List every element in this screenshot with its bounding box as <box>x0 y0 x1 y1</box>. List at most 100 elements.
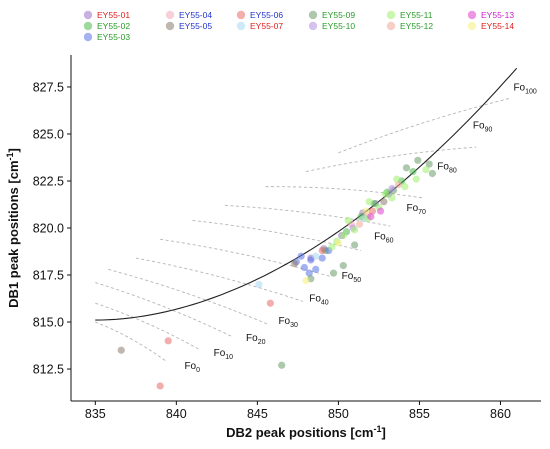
y-tick-label-822.5: 822.5 <box>33 174 64 188</box>
legend-marker-ey55-12 <box>386 21 396 31</box>
fo-label-70: Fo70 <box>406 203 426 216</box>
legend-marker-ey55-13 <box>467 10 477 20</box>
regression-line <box>95 67 518 321</box>
point-ey55-11-6 <box>401 183 409 191</box>
point-ey55-06-0 <box>156 382 164 390</box>
legend-label-ey55-05: EY55-05 <box>179 21 212 31</box>
data-points <box>117 156 437 390</box>
fo-label-20: Fo20 <box>246 333 266 346</box>
fo-label-90: Fo90 <box>473 120 493 133</box>
fo-isoline-70 <box>224 204 391 227</box>
fo-isolines <box>95 97 511 362</box>
legend-marker-ey55-05 <box>165 21 175 31</box>
point-ey55-09-0 <box>278 361 286 369</box>
fo-label-50: Fo50 <box>342 271 362 284</box>
y-tick-label-815: 815.0 <box>33 316 64 330</box>
point-ey55-11-10 <box>365 198 373 206</box>
point-ey55-09-6 <box>402 164 411 172</box>
legend-marker-ey55-01 <box>83 10 93 20</box>
y-tick-label-812.5: 812.5 <box>33 363 64 377</box>
point-ey55-09-4 <box>351 241 359 249</box>
point-ey55-11-9 <box>344 216 352 225</box>
fo-isoline-40 <box>135 257 303 302</box>
fo-label-40: Fo40 <box>309 293 329 306</box>
legend-marker-ey55-02 <box>83 21 93 31</box>
legend-label-ey55-04: EY55-04 <box>179 10 212 20</box>
legend-marker-ey55-09 <box>308 10 318 20</box>
axes <box>70 55 541 402</box>
legend-marker-ey55-07 <box>236 21 246 31</box>
point-ey55-05-0 <box>117 346 125 354</box>
x-tick-label-860: 860 <box>490 407 511 421</box>
legend-label-ey55-12: EY55-12 <box>400 21 433 31</box>
x-tick-label-850: 850 <box>328 407 349 421</box>
point-ey55-09-8 <box>428 169 437 178</box>
legend-marker-ey55-06 <box>236 10 246 20</box>
legend-label-ey55-11: EY55-11 <box>400 10 433 20</box>
legend-label-ey55-07: EY55-07 <box>250 21 283 31</box>
fo-isoline-0 <box>95 321 167 362</box>
x-axis-label: DB2 peak positions [cm-1] <box>226 424 386 440</box>
y-tick-label-825: 825.0 <box>33 127 64 141</box>
point-ey55-07-0 <box>255 280 263 289</box>
legend-label-ey55-14: EY55-14 <box>481 21 514 31</box>
point-ey55-11-12 <box>381 190 390 198</box>
point-ey55-13-0 <box>367 213 375 221</box>
point-ey55-12-0 <box>394 181 402 189</box>
point-ey55-14-0 <box>302 277 310 285</box>
point-ey55-11-8 <box>422 166 430 174</box>
y-tick-label-827.5: 827.5 <box>33 80 64 94</box>
legend-marker-ey55-10 <box>308 21 318 31</box>
point-ey55-03-2 <box>307 256 315 264</box>
point-ey55-03-6 <box>297 252 305 260</box>
fo-isoline-10 <box>95 302 201 351</box>
fo-label-10: Fo10 <box>214 348 234 361</box>
point-ey55-02-6 <box>409 167 417 176</box>
point-ey55-11-1 <box>339 231 347 240</box>
legend-marker-ey55-04 <box>165 10 175 20</box>
point-ey55-06-2 <box>266 299 274 307</box>
point-ey55-09-9 <box>414 156 422 164</box>
point-ey55-11-2 <box>351 226 359 234</box>
fo-label-100: Fo100 <box>513 83 536 96</box>
fo-labels: Fo0 Fo10 Fo20 Fo30 Fo40 Fo50 Fo60 Fo70 Fo80 Fo90 F… <box>184 83 536 374</box>
legend-label-ey55-09: EY55-09 <box>322 10 355 20</box>
point-ey55-09-2 <box>329 269 338 277</box>
point-ey55-06-1 <box>164 337 172 345</box>
legend-label-ey55-13: EY55-13 <box>481 10 514 20</box>
point-ey55-06-3 <box>318 246 326 255</box>
legend-label-ey55-01: EY55-01 <box>97 10 130 20</box>
fo-label-0: Fo0 <box>184 361 200 374</box>
point-ey55-11-7 <box>412 175 420 183</box>
fo-isoline-20 <box>95 282 234 338</box>
y-tick-label-817.5: 817.5 <box>33 269 64 283</box>
point-ey55-14-1 <box>334 239 343 247</box>
legend-marker-ey55-11 <box>386 10 396 20</box>
legend-label-ey55-02: EY55-02 <box>97 21 130 31</box>
point-ey55-10-1 <box>388 184 396 193</box>
x-tick-label-845: 845 <box>247 407 268 421</box>
regression-curve <box>95 67 518 321</box>
fo-isoline-50 <box>160 238 333 278</box>
point-ey55-03-1 <box>300 263 308 272</box>
point-ey55-11-5 <box>388 194 396 202</box>
fo-isoline-80 <box>265 186 423 199</box>
point-ey55-05-2 <box>380 198 388 206</box>
legend-marker-ey55-03 <box>83 32 93 42</box>
x-tick-label-840: 840 <box>166 407 187 421</box>
point-ey55-03-3 <box>312 265 320 273</box>
fo-isoline-30 <box>108 268 268 325</box>
fo-label-60: Fo60 <box>374 231 394 244</box>
point-ey55-03-5 <box>305 269 313 277</box>
legend-label-ey55-03: EY55-03 <box>97 32 130 42</box>
fo-label-30: Fo30 <box>278 316 298 329</box>
point-ey55-09-7 <box>425 160 433 168</box>
point-ey55-07-1 <box>312 252 320 260</box>
point-ey55-05-1 <box>291 260 299 268</box>
point-ey55-12-1 <box>355 220 364 228</box>
x-ticks: 835 840 845 850 855 860 <box>85 401 511 421</box>
point-ey55-03-4 <box>318 254 326 262</box>
fo-label-80: Fo80 <box>437 162 457 175</box>
